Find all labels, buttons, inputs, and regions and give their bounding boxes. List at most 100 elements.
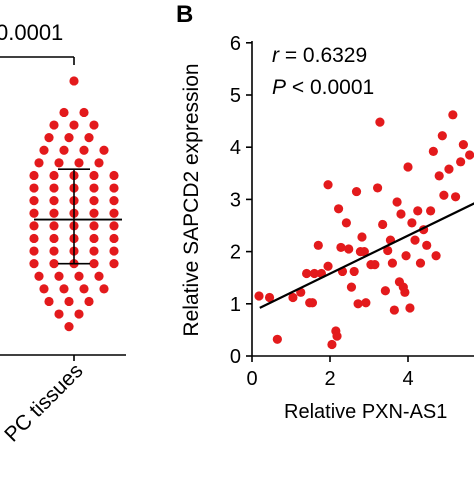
- panel-b-point: [302, 268, 312, 279]
- panel-a-point: [109, 233, 119, 244]
- panel-a-point: [89, 183, 99, 193]
- panel-a-point: [59, 107, 69, 118]
- panel-b-point: [375, 117, 385, 127]
- panel-a-point: [64, 322, 74, 332]
- panel-a-point: [109, 221, 119, 231]
- panel-b-y-ticks: 0 1 2 3 4 5 6: [230, 33, 252, 368]
- panel-b-point: [370, 260, 380, 270]
- panel-a-point: [69, 76, 79, 86]
- panel-b-point: [254, 291, 264, 301]
- panel-a-point: [109, 246, 119, 256]
- panel-a-point: [109, 170, 119, 181]
- panel-a-point: [109, 183, 119, 193]
- panel-b-point: [346, 282, 357, 292]
- panel-a-point: [49, 246, 59, 256]
- panel-a-point: [49, 259, 59, 269]
- panel-a-point: [29, 259, 39, 269]
- panel-b-point: [415, 258, 426, 268]
- panel-a-point: [54, 309, 64, 319]
- panel-b-point: [422, 240, 432, 250]
- panel-b-point: [327, 339, 337, 350]
- panel-a-point: [54, 158, 64, 168]
- panel-b-point: [450, 192, 461, 202]
- panel-a-point: [59, 284, 69, 294]
- panel-a-error-bars: [34, 168, 122, 265]
- panel-b-point: [313, 240, 323, 250]
- panel-b-p-symbol: P: [272, 76, 286, 99]
- panel-a-p-annotation: 0.0001: [0, 20, 63, 45]
- panel-b-point: [380, 286, 390, 296]
- panel-b-point: [389, 305, 399, 315]
- panel-a-point: [69, 120, 79, 130]
- panel-b-point: [378, 219, 388, 230]
- panel-a-point: [39, 145, 49, 155]
- panel-b-point: [439, 190, 449, 200]
- panel-a-point: [29, 233, 39, 244]
- panel-a: 0.0001 PC tissues: [0, 20, 126, 447]
- panel-b-point: [410, 235, 420, 245]
- panel-a-point: [109, 208, 119, 218]
- panel-b-point: [465, 150, 474, 160]
- panel-b-point: [387, 258, 397, 268]
- panel-a-point: [29, 183, 39, 193]
- panel-a-point: [29, 208, 39, 218]
- panel-b-p-value: < 0.0001: [286, 76, 374, 99]
- panel-b-point: [323, 180, 333, 190]
- panel-b-r-stat: r = 0.6329: [272, 44, 367, 67]
- panel-a-point: [44, 296, 54, 307]
- panel-a-point: [34, 271, 44, 281]
- panel-a-point: [79, 145, 89, 155]
- panel-b-point: [428, 146, 438, 156]
- panel-a-point: [49, 208, 59, 218]
- panel-b-point: [351, 186, 362, 197]
- panel-b-point: [333, 204, 344, 214]
- panel-a-point: [44, 133, 54, 143]
- panel-a-point: [109, 196, 119, 206]
- panel-b-y-axis-label: Relative SAPCD2 expression: [180, 63, 203, 336]
- panel-b-y-tick-label: 1: [230, 294, 241, 316]
- panel-b-point: [372, 183, 383, 193]
- panel-b-letter: B: [176, 1, 193, 28]
- panel-a-point: [49, 221, 59, 231]
- panel-a-points: [29, 76, 119, 332]
- panel-a-point: [89, 246, 99, 256]
- panel-a-point: [29, 221, 39, 231]
- panel-a-point: [94, 271, 104, 281]
- panel-a-point: [34, 158, 44, 168]
- panel-a-point: [54, 271, 64, 281]
- panel-b-point: [288, 292, 298, 303]
- panel-a-point: [49, 183, 59, 193]
- panel-b-point: [434, 171, 444, 181]
- panel-b-x-tick-label: 0: [246, 368, 257, 390]
- panel-a-point: [29, 246, 39, 256]
- panel-b-y-tick-label: 3: [230, 189, 241, 211]
- panel-a-point: [29, 170, 39, 181]
- panel-b-point: [458, 139, 468, 150]
- panel-a-point: [109, 259, 119, 269]
- panel-b-point: [403, 162, 413, 172]
- panel-b-p-stat: P < 0.0001: [272, 76, 374, 99]
- panel-a-point: [79, 284, 89, 294]
- panel-b-r-value: = 0.6329: [279, 44, 367, 67]
- panel-b-point: [437, 131, 447, 141]
- panel-b-y-tick-label: 4: [230, 137, 241, 159]
- panel-a-point: [89, 196, 99, 206]
- panel-a-point: [89, 221, 99, 231]
- panel-a-point: [99, 145, 109, 155]
- panel-b-point: [431, 251, 441, 261]
- panel-b-point: [405, 303, 415, 313]
- panel-a-point: [49, 196, 59, 206]
- panel-a-point: [89, 170, 99, 181]
- panel-b-point: [309, 268, 319, 279]
- panel-b-x-axis-label: Relative PXN-AS1: [284, 401, 447, 423]
- panel-b: B Relative SAPCD2 expression 0 1 2 3 4 5 6 0 2 4…: [176, 1, 474, 423]
- panel-b-point: [426, 206, 436, 216]
- panel-b-x-tick-label: 4: [402, 368, 413, 390]
- panel-a-point: [84, 133, 94, 143]
- panel-a-point: [64, 133, 74, 143]
- panel-b-y-tick-label: 0: [230, 346, 241, 368]
- panel-a-point: [94, 158, 104, 168]
- panel-b-point: [444, 164, 454, 174]
